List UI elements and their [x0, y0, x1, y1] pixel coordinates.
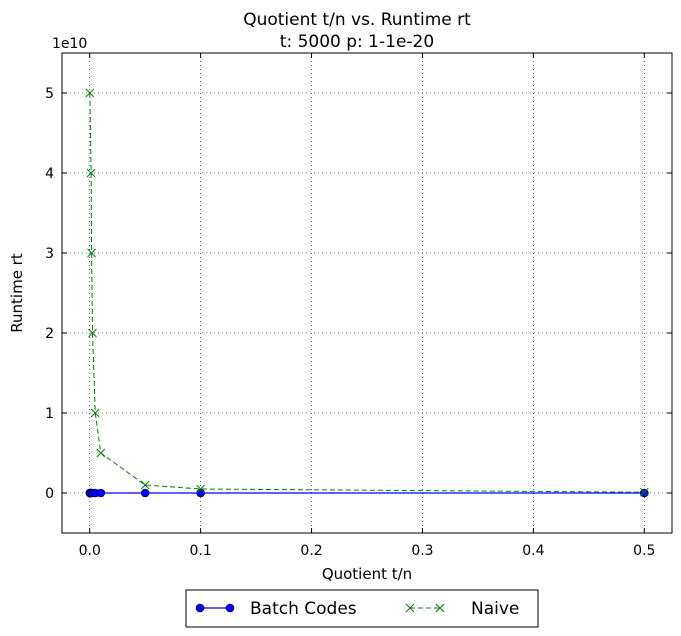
x-tick-label: 0.2 [300, 543, 322, 559]
legend-marker-naive [405, 603, 415, 613]
x-tick-label: 0.3 [411, 543, 433, 559]
legend-marker-naive [435, 603, 445, 613]
legend-box [185, 589, 539, 628]
y-tick-label: 4 [45, 166, 54, 182]
y-tick-label: 5 [45, 86, 54, 102]
data-point-naive [196, 484, 205, 494]
x-tick-label: 0.4 [522, 543, 544, 559]
grid [62, 53, 672, 533]
data-point-batch-codes [96, 488, 106, 498]
data-point-naive [96, 448, 106, 458]
ticks: 0.0 0.1 0.2 0.3 0.4 0.5 0 1 2 3 4 5 [45, 53, 672, 559]
chart-subtitle: t: 5000 p: 1-1e-20 [280, 32, 434, 52]
data-point-batch-codes [140, 488, 150, 498]
data-point-batch-codes [196, 488, 205, 498]
y-multiplier-label: 1e10 [52, 36, 87, 52]
y-axis-label: Runtime rt [8, 253, 26, 333]
data-point-naive [88, 328, 97, 338]
chart-title: Quotient t/n vs. Runtime rt [243, 10, 471, 30]
y-tick-label: 3 [45, 246, 54, 262]
plot-area-frame [61, 52, 673, 534]
legend-marker-batch-codes [195, 603, 205, 613]
y-tick-label: 2 [45, 326, 54, 342]
x-tick-label: 0.1 [190, 543, 212, 559]
data-point-batch-codes [639, 488, 649, 498]
data-point-naive [85, 88, 95, 98]
x-tick-label: 0.5 [633, 543, 655, 559]
legend-marker-batch-codes [225, 603, 235, 613]
legend-label-naive: Naive [471, 599, 519, 619]
legend-label-batch-codes: Batch Codes [250, 599, 357, 619]
y-tick-label: 1 [45, 406, 54, 422]
data-point-naive [90, 408, 100, 418]
legend: Batch Codes Naive [185, 589, 539, 628]
data-point-naive [639, 487, 649, 497]
data-point-naive [86, 168, 96, 178]
y-tick-label: 0 [45, 486, 54, 502]
series-layer [85, 88, 649, 498]
x-axis-label: Quotient t/n [322, 565, 412, 583]
data-point-naive [140, 480, 150, 490]
series-line-naive [89, 92, 645, 493]
data-point-naive [87, 248, 96, 258]
x-tick-label: 0.0 [79, 543, 101, 559]
